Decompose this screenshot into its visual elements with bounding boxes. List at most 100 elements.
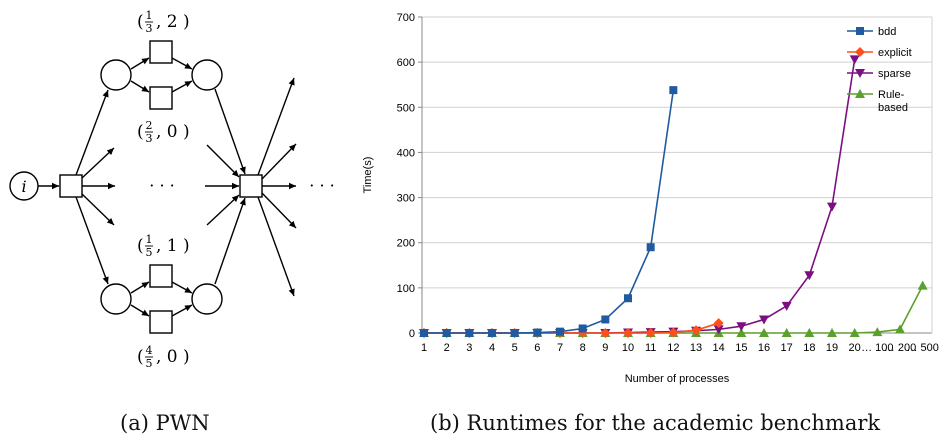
label-rest: , 1 — [156, 236, 178, 256]
legend-marker-sparse — [855, 69, 865, 78]
label-denominator: 3 — [146, 22, 153, 35]
label-paren-close: ) — [183, 12, 190, 32]
x-tick-label: 19 — [826, 342, 838, 354]
data-point-rule — [849, 328, 860, 337]
legend-label-rule: Rule- — [878, 89, 905, 101]
x-tick-label: 11 — [645, 342, 656, 354]
x-tick-label: 14 — [713, 342, 725, 354]
node-circle-top-left — [100, 59, 132, 91]
label-numerator: 1 — [146, 9, 153, 22]
label-paren-open: ( — [137, 12, 144, 32]
node-square-top-1 — [149, 40, 173, 64]
y-tick-label: 0 — [409, 328, 415, 340]
chart-legend: bdd explicit sparse Rule-based — [847, 26, 912, 114]
pwn-labels: (13, 2)(23, 0)(15, 1)(45, 0) — [137, 9, 190, 370]
data-point-explicit — [668, 327, 679, 338]
node-square-hub — [59, 174, 83, 198]
series-sparse — [419, 55, 860, 338]
data-point-explicit — [623, 328, 633, 338]
label-numerator: 1 — [146, 233, 153, 246]
data-point-rule — [736, 328, 747, 337]
data-point-rule — [827, 328, 837, 337]
x-tick-label: 7 — [557, 342, 563, 354]
pwn-label-top1: (13, 2) — [137, 9, 190, 35]
label-paren-open: ( — [137, 122, 144, 142]
data-point-bdd — [669, 86, 678, 95]
y-tick-label: 700 — [397, 12, 415, 24]
legend-item-bdd: bdd — [847, 26, 896, 38]
x-tick-label: 18 — [803, 342, 815, 354]
data-point-sparse — [849, 55, 860, 65]
data-point-rule — [781, 328, 792, 337]
data-point-sparse — [804, 271, 815, 281]
legend-marker-explicit — [855, 47, 865, 57]
data-point-rule — [917, 280, 928, 290]
x-tick-label: 13 — [690, 342, 702, 354]
y-tick-label: 200 — [397, 238, 415, 250]
legend-marker-bdd — [856, 27, 864, 35]
caption-a: (a) PWN — [120, 411, 210, 435]
data-point-bdd — [510, 329, 519, 337]
data-point-bdd — [601, 315, 610, 324]
data-point-explicit — [645, 328, 656, 338]
legend-item-sparse: sparse — [847, 68, 911, 80]
x-axis-label: Number of processes — [625, 373, 730, 385]
x-tick-label: 20 — [849, 342, 861, 354]
y-tick-label: 100 — [397, 283, 415, 295]
data-point-bdd — [533, 328, 542, 337]
data-point-bdd — [624, 294, 632, 303]
legend-label-explicit: explicit — [878, 47, 912, 59]
label-paren-close: ) — [183, 347, 190, 367]
data-point-bdd — [556, 327, 564, 336]
data-point-explicit — [600, 328, 611, 338]
pwn-label-bot1: (15, 1) — [137, 233, 190, 259]
x-tick-label: 16 — [758, 342, 770, 354]
x-tick-label: 3 — [466, 342, 472, 354]
data-point-bdd — [465, 329, 474, 337]
legend-item-rule: Rule-based — [847, 89, 908, 114]
node-square-top-2 — [149, 86, 173, 110]
label-numerator: 2 — [146, 119, 153, 132]
data-point-sparse — [827, 202, 837, 212]
data-point-sparse — [781, 301, 792, 311]
ellipsis-right: · · · — [309, 176, 334, 195]
data-point-bdd — [488, 329, 496, 337]
pwn-diagram — [9, 40, 297, 334]
x-tick-label: 10 — [622, 342, 634, 354]
label-numerator: 4 — [146, 344, 153, 357]
label-denominator: 3 — [146, 132, 153, 145]
x-tick-label: 8 — [580, 342, 586, 354]
data-point-bdd — [442, 329, 451, 337]
node-square-bottom-2 — [149, 310, 173, 334]
label-denominator: 5 — [146, 357, 153, 370]
data-point-bdd — [420, 329, 428, 337]
node-circle-top-right — [191, 59, 223, 91]
caption-b: (b) Runtimes for the academic benchmark — [430, 411, 881, 435]
x-tick-label: 5 — [512, 342, 518, 354]
y-tick-label: 400 — [397, 147, 415, 159]
x-tick-label: 6 — [534, 342, 540, 354]
node-square-merge — [239, 174, 263, 198]
x-tick-label: … 100 — [861, 342, 893, 354]
data-point-explicit — [691, 325, 701, 336]
series-bdd — [420, 86, 678, 337]
label-rest: , 2 — [156, 12, 178, 32]
x-tick-label: 9 — [602, 342, 608, 354]
label-paren-close: ) — [183, 236, 190, 256]
x-tick-label: … 200 — [884, 342, 916, 354]
data-point-sparse — [736, 322, 747, 332]
label-rest: , 0 — [156, 347, 178, 367]
pwn-label-bot2: (45, 0) — [137, 344, 190, 370]
data-point-sparse — [713, 325, 724, 335]
label-paren-open: ( — [137, 236, 144, 256]
series-line-sparse — [424, 59, 856, 334]
y-axis-label: Time(s) — [362, 157, 374, 194]
x-tick-label: 15 — [735, 342, 747, 354]
y-tick-label: 600 — [397, 57, 415, 69]
series-line-rule — [424, 285, 924, 334]
x-tick-label: 2 — [444, 342, 450, 354]
label-paren-open: ( — [137, 347, 144, 367]
node-initial-label: i — [21, 177, 26, 196]
label-denominator: 5 — [146, 246, 153, 259]
